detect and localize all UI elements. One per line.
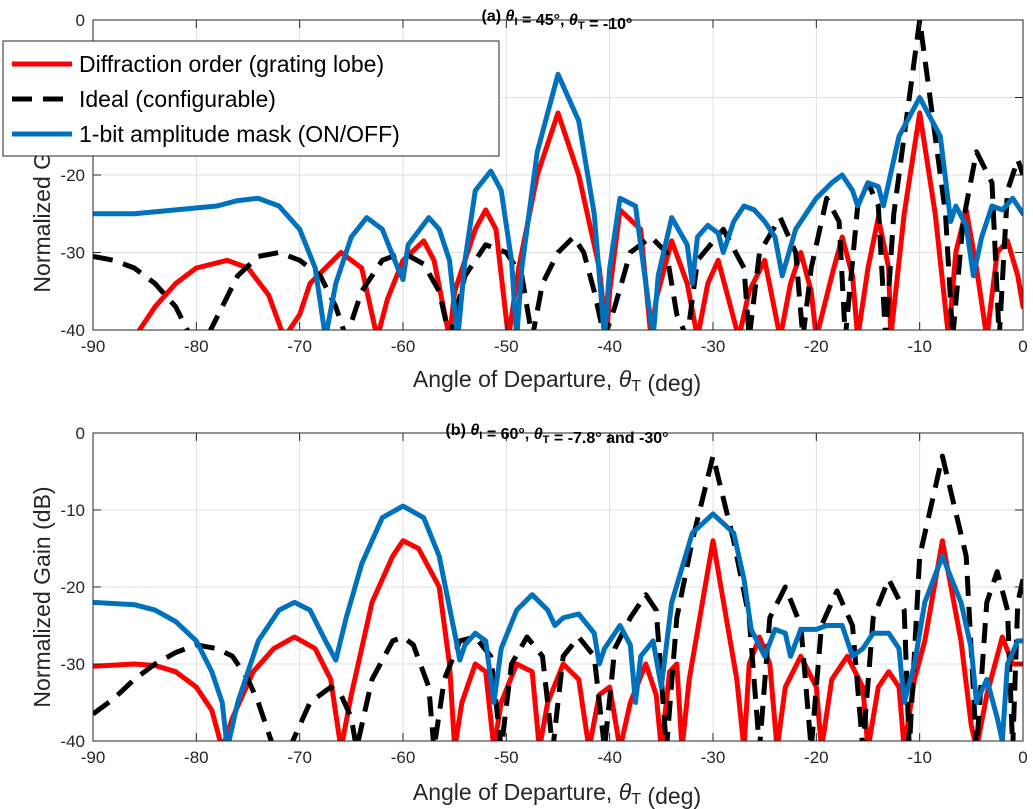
y-tick-label: -20 [60,578,85,597]
panel-b: -90 -80 -70 -60 -50 -40 -30 -20 -10 0 -40 -30 -20 -10… [29,422,1028,809]
x-tick-label: -20 [804,337,829,356]
x-tick-label: -30 [701,337,726,356]
x-tick-label: -70 [287,748,312,767]
series-line [93,538,1023,741]
chart-title-a: (a) θI = 45°, θT = -10° [482,8,633,33]
legend-box [2,40,500,157]
series-line [136,110,1023,330]
x-tick-label: -60 [391,337,416,356]
x-tick-label: -40 [597,748,622,767]
legend-label: 1-bit amplitude mask (ON/OFF) [79,121,400,147]
y-axis-label-b: Normalized Gain (dB) [29,486,55,707]
y-tick-label: -10 [60,501,85,520]
x-tick-label: -20 [804,748,829,767]
x-tick-label: -80 [184,748,209,767]
x-axis-label-a: Angle of Departure, θT (deg) [413,366,701,396]
legend: Diffraction order (grating lobe) Ideal (c… [2,40,500,157]
x-tick-label: -10 [907,748,932,767]
x-tick-label: -70 [287,337,312,356]
x-tick-label: -60 [391,748,416,767]
y-tick-label: 0 [76,11,85,30]
x-tick-label: -30 [701,748,726,767]
tick-labels-b: -90 -80 -70 -60 -50 -40 -30 -20 -10 0 -40 -30 -20 -10… [60,424,1027,767]
x-tick-label: -50 [494,337,519,356]
x-tick-label: -80 [184,337,209,356]
x-tick-label: -90 [81,748,106,767]
series-line [93,503,1023,741]
chart-title-b: (b) θI = 60°, θT = -7.8° and -30° [445,422,668,447]
y-tick-label: 0 [76,424,85,443]
series-line [93,453,1023,741]
x-tick-label: -50 [494,748,519,767]
y-tick-label: -40 [60,321,85,340]
x-tick-label: -10 [907,337,932,356]
series-line [93,71,1023,330]
x-tick-label: -90 [81,337,106,356]
y-tick-label: -40 [60,732,85,751]
x-tick-label: -40 [597,337,622,356]
legend-label: Diffraction order (grating lobe) [79,51,384,77]
legend-items: Diffraction order (grating lobe) Ideal (c… [12,51,400,147]
series-group-a [93,20,1023,330]
legend-label: Ideal (configurable) [79,86,276,112]
y-tick-label: -20 [60,166,85,185]
y-tick-label: -30 [60,244,85,263]
series-line [93,20,1023,330]
x-tick-label: 0 [1018,337,1027,356]
tick-labels-a: -90-80-70-60-50-40-30-20-100-40-30-20-10… [60,11,1027,356]
x-axis-label-b: Angle of Departure, θT (deg) [413,779,701,809]
x-tick-label: 0 [1018,748,1027,767]
series-group-b [93,453,1023,741]
y-tick-label: -30 [60,655,85,674]
